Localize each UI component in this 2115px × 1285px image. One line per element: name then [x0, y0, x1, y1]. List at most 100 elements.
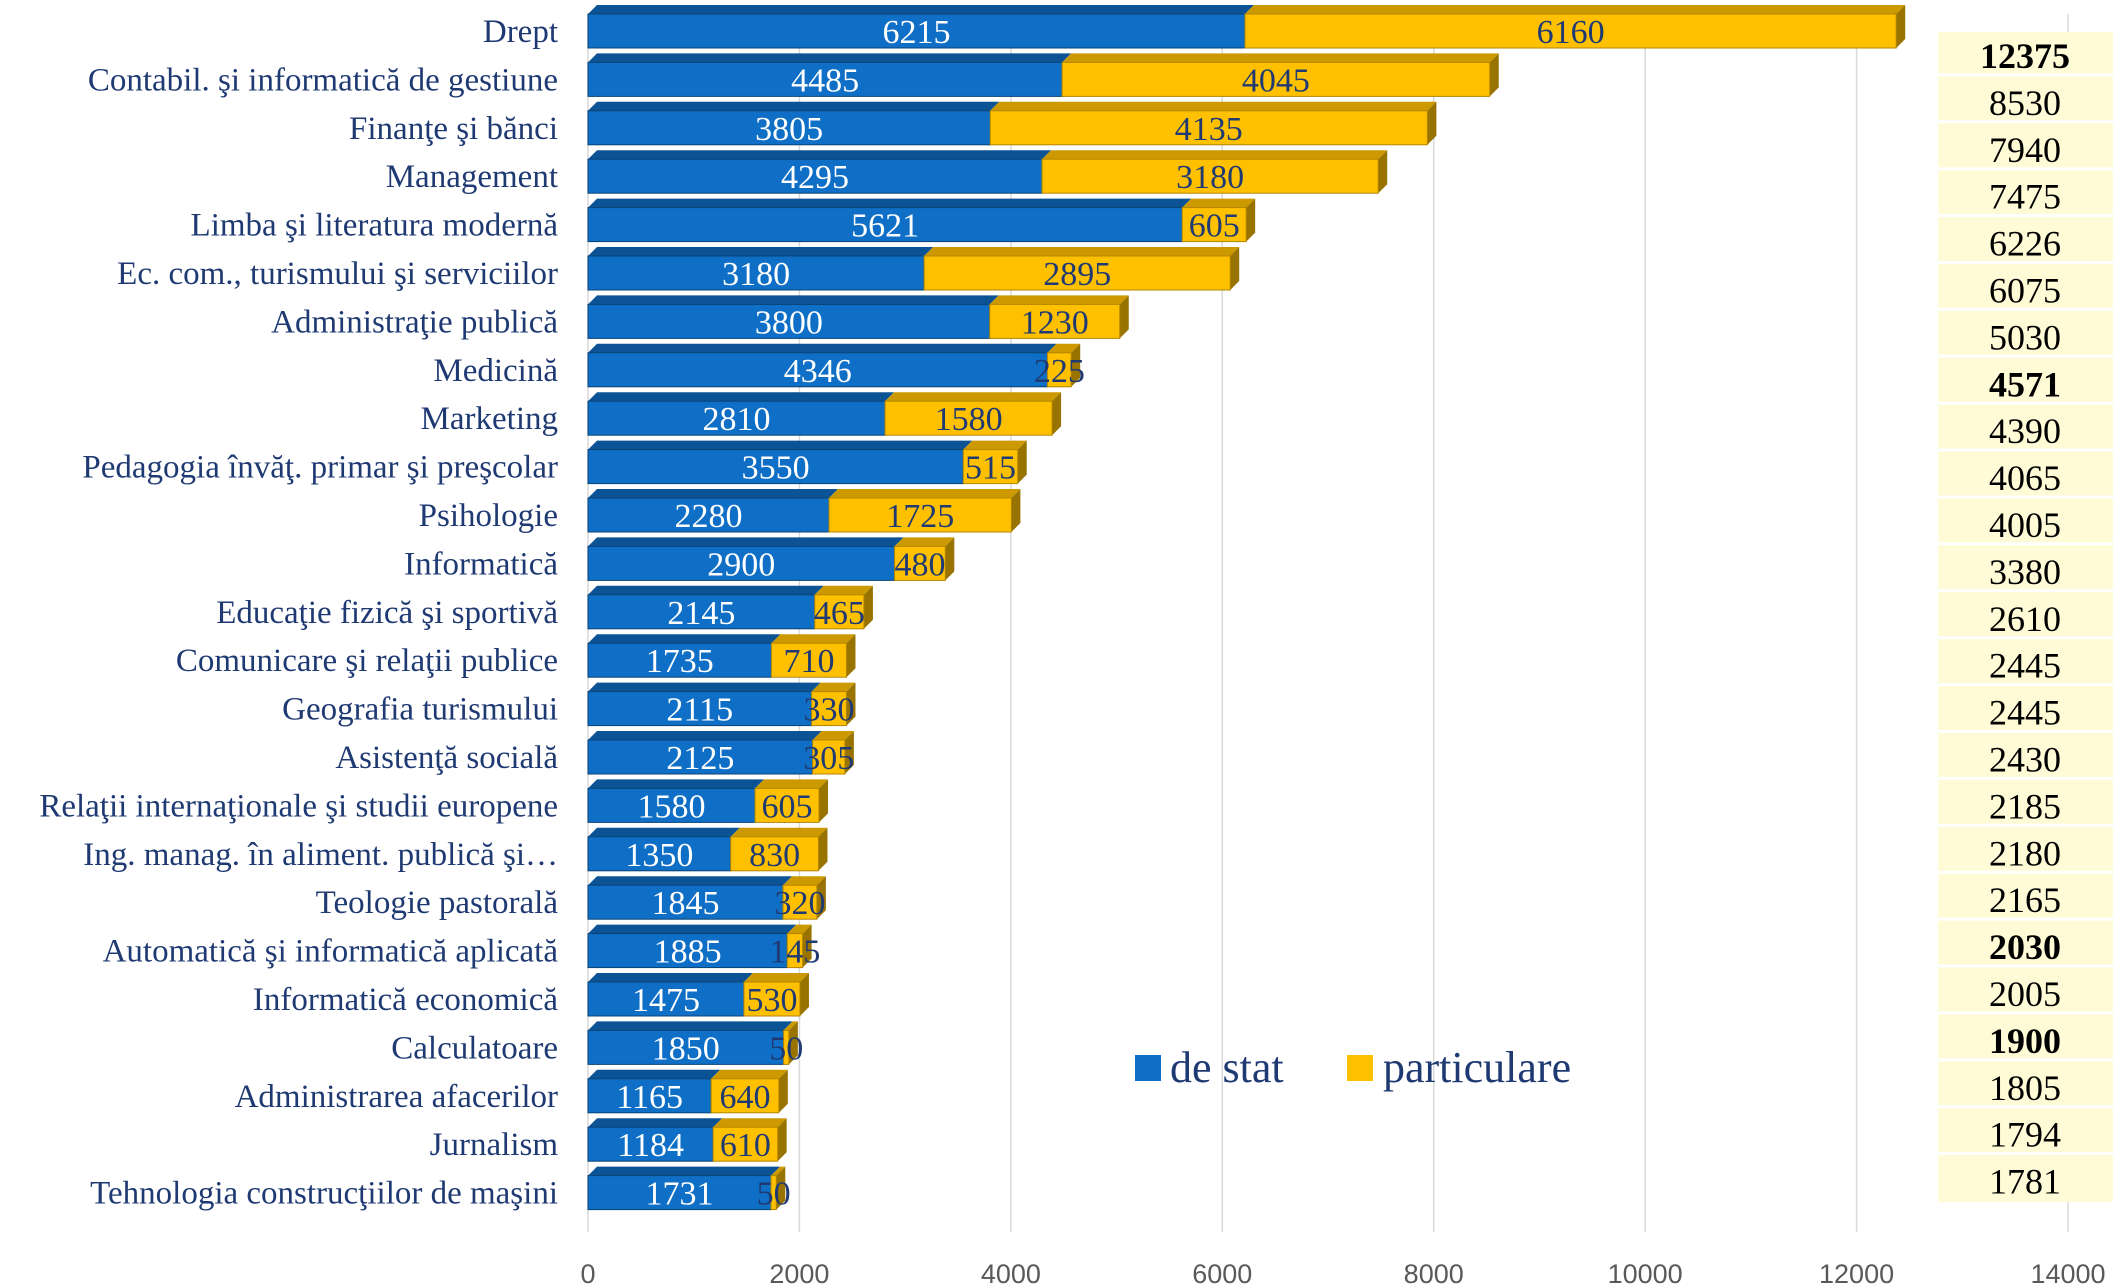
bar-side: [788, 1021, 798, 1065]
bar-top-de-stat: [588, 1118, 723, 1128]
category-label: Management: [386, 159, 558, 195]
data-label-particulare: 530: [746, 982, 797, 1019]
bar-top-de-stat: [588, 634, 781, 644]
bar-de-stat: [587, 691, 813, 727]
category-label: Finanţe şi bănci: [349, 111, 558, 147]
bar-side: [1896, 5, 1906, 48]
total-value: 8530: [1989, 83, 2061, 123]
bar-particulare: [812, 739, 846, 775]
bar-particulare: [1181, 207, 1247, 243]
bar-de-stat: [587, 61, 1063, 97]
bar-de-stat: [587, 981, 745, 1017]
total-value: 2610: [1989, 599, 2061, 639]
bar-particulare: [894, 545, 946, 581]
bar-side: [1378, 150, 1388, 194]
bar-de-stat: [587, 1175, 772, 1211]
bar-top-de-stat: [588, 1166, 780, 1176]
x-tick-label: 10000: [1608, 1259, 1683, 1285]
bar-top-particulare: [755, 779, 828, 789]
bar-top-particulare: [924, 247, 1240, 256]
bar-particulare: [814, 594, 865, 630]
bar-particulare: [1061, 61, 1491, 97]
total-value: 2185: [1989, 786, 2061, 826]
bar-side: [1230, 247, 1240, 290]
data-label-de-stat: 1850: [652, 1030, 720, 1067]
bar-particulare: [770, 642, 847, 678]
bar-de-stat: [587, 13, 1246, 49]
bar-side: [802, 924, 812, 968]
x-tick-label: 0: [580, 1259, 595, 1285]
bar-top-particulare: [713, 1118, 787, 1128]
category-label: Drept: [483, 14, 558, 50]
bar-side: [816, 876, 826, 920]
total-value: 2030: [1989, 927, 2061, 967]
bar-particulare: [1244, 13, 1897, 49]
category-label: Informatică economică: [253, 982, 558, 1018]
bar-de-stat: [587, 884, 784, 920]
bar-top-particulare: [989, 295, 1129, 305]
total-value: 6226: [1989, 224, 2061, 264]
total-value: 4571: [1989, 364, 2061, 404]
data-label-particulare: 225: [1034, 353, 1085, 390]
data-label-de-stat: 3800: [755, 304, 823, 341]
category-label: Administrarea afacerilor: [235, 1079, 558, 1115]
bar-particulare: [1046, 352, 1072, 388]
totals-column: 12375 8530 7940 7475 6226 6075 5030 4571 4390 406…: [1938, 32, 2113, 1202]
x-tick-label: 2000: [769, 1259, 829, 1285]
bar-top-particulare: [711, 1069, 788, 1079]
x-tick-label: 6000: [1192, 1259, 1252, 1285]
bar-side: [846, 682, 856, 726]
category-label: Medicină: [433, 353, 558, 389]
category-label: Limba şi literatura modernă: [191, 208, 559, 244]
category-label: Educaţie fizică şi sportivă: [216, 595, 558, 631]
bar-top-de-stat: [588, 198, 1192, 208]
data-label-de-stat: 1845: [652, 885, 720, 922]
bar-top-particulare: [730, 827, 828, 837]
total-value: 2430: [1989, 740, 2061, 780]
total-value: 7475: [1989, 177, 2061, 217]
total-value: 1805: [1989, 1068, 2061, 1108]
data-label-particulare: 465: [814, 595, 865, 632]
bar-de-stat: [587, 642, 772, 678]
category-label: Asistenţă socială: [335, 740, 558, 776]
bar-top-de-stat: [588, 537, 904, 547]
data-label-de-stat: 2115: [666, 692, 733, 729]
bar-de-stat: [587, 255, 925, 291]
bar-top-particulare: [811, 682, 856, 692]
data-label-particulare: 1725: [886, 498, 954, 535]
bar-top-particulare: [1245, 5, 1906, 14]
data-label-particulare: 1580: [935, 401, 1003, 438]
total-value: 4005: [1989, 505, 2061, 545]
data-label-de-stat: 2125: [666, 740, 734, 777]
bar-particulare: [923, 255, 1231, 291]
bar-side: [1489, 53, 1499, 97]
bar-de-stat: [587, 787, 756, 823]
bar-top-de-stat: [588, 585, 824, 595]
data-label-particulare: 515: [965, 450, 1016, 487]
data-label-de-stat: 4485: [791, 62, 859, 99]
total-value: 2445: [1989, 646, 2061, 686]
data-label-particulare: 2895: [1043, 256, 1111, 293]
category-label: Pedagogia învăţ. primar şi preşcolar: [82, 450, 558, 486]
bar-top-particulare: [783, 876, 826, 886]
category-label: Calculatoare: [391, 1030, 558, 1066]
bar-side: [1011, 489, 1021, 532]
bar-top-de-stat: [588, 682, 821, 692]
bar-de-stat: [587, 352, 1048, 388]
data-label-de-stat: 2810: [703, 401, 771, 438]
data-label-de-stat: 2900: [707, 546, 775, 583]
bar-side: [1119, 295, 1129, 339]
total-value: 1900: [1989, 1021, 2061, 1061]
bar-top-de-stat: [588, 5, 1255, 14]
bar-particulare: [828, 497, 1012, 533]
bar-particulare: [783, 1029, 790, 1065]
bar-top-de-stat: [588, 150, 1052, 160]
bars: [587, 5, 1906, 1211]
bar-de-stat: [587, 545, 896, 581]
data-label-de-stat: 5621: [851, 208, 919, 245]
bar-top-de-stat: [588, 392, 895, 402]
legend-label-de-stat: de stat: [1170, 1043, 1284, 1092]
bar-side: [1017, 440, 1027, 484]
category-label: Contabil. şi informatică de gestiune: [88, 62, 558, 98]
